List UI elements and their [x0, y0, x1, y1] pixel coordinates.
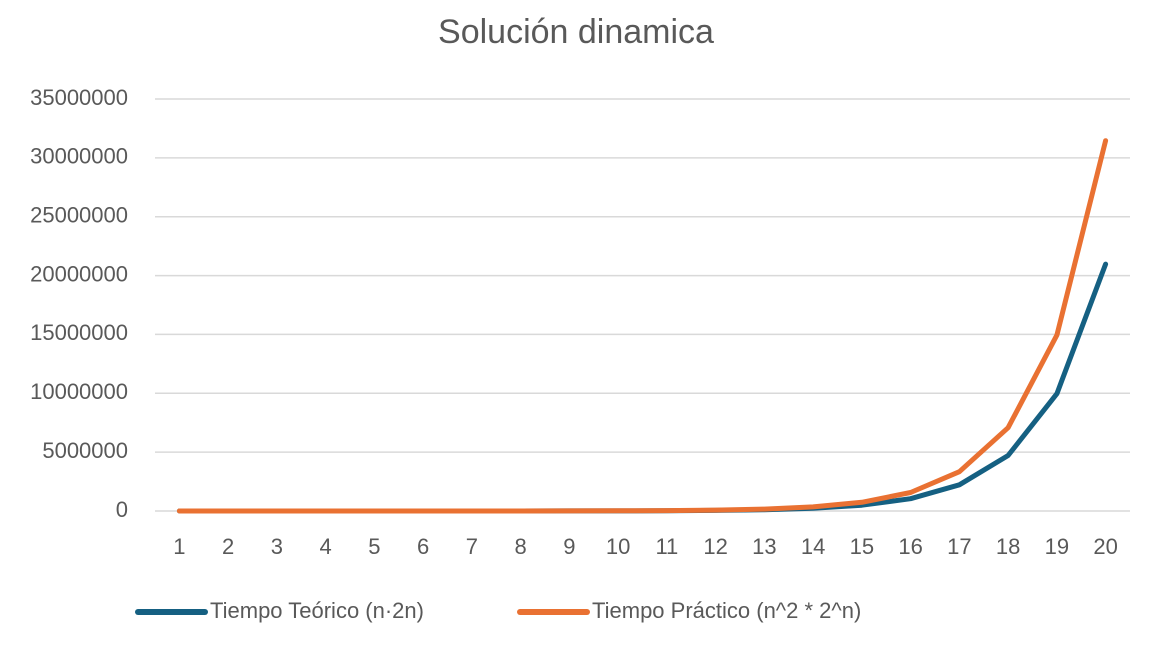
x-tick-label: 6: [417, 534, 429, 559]
y-tick-label: 20000000: [30, 261, 128, 286]
y-tick-label: 5000000: [42, 438, 128, 463]
x-tick-label: 4: [320, 534, 332, 559]
series-line: [176, 261, 1109, 514]
x-tick-label: 7: [466, 534, 478, 559]
y-tick-label: 35000000: [30, 85, 128, 110]
y-tick-label: 15000000: [30, 320, 128, 345]
x-tick-label: 10: [606, 534, 630, 559]
x-tick-label: 2: [222, 534, 234, 559]
y-tick-label: 0: [116, 497, 128, 522]
x-tick-label: 19: [1045, 534, 1069, 559]
x-tick-label: 1: [173, 534, 185, 559]
x-tick-label: 17: [947, 534, 971, 559]
legend-label: Tiempo Práctico (n^2 * 2^n): [592, 598, 861, 623]
x-tick-label: 16: [898, 534, 922, 559]
y-tick-label: 30000000: [30, 144, 128, 169]
y-tick-label: 10000000: [30, 379, 128, 404]
x-tick-label: 18: [996, 534, 1020, 559]
x-tick-label: 11: [655, 534, 678, 559]
x-tick-label: 15: [850, 534, 874, 559]
chart-title: Solución dinamica: [438, 13, 714, 51]
x-tick-label: 14: [801, 534, 825, 559]
x-tick-label: 8: [515, 534, 527, 559]
legend-label: Tiempo Teórico (n·2n): [210, 598, 424, 623]
y-tick-label: 25000000: [30, 203, 128, 228]
x-tick-label: 12: [703, 534, 727, 559]
x-tick-label: 3: [271, 534, 283, 559]
x-tick-label: 20: [1093, 534, 1117, 559]
series-line: [176, 138, 1109, 514]
x-tick-label: 13: [752, 534, 776, 559]
x-tick-label: 5: [368, 534, 380, 559]
x-tick-label: 9: [563, 534, 575, 559]
